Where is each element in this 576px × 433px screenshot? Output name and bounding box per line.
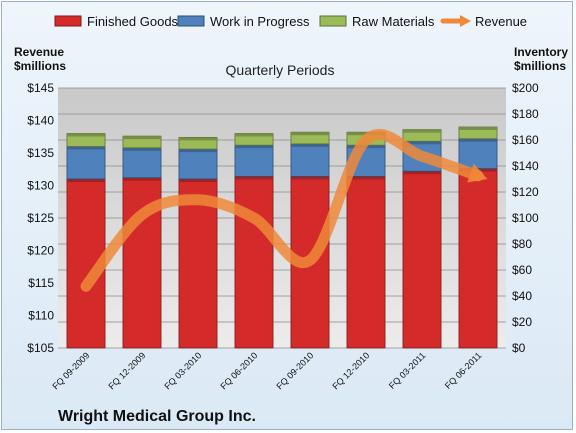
- bar-finished-goods-cap: [234, 176, 274, 180]
- x-tick-label: FQ 09-2009: [50, 350, 91, 391]
- x-tick-label: FQ 03-2010: [162, 350, 203, 391]
- bar-finished-goods-cap: [346, 176, 386, 180]
- bar-work-in-progress-cap: [402, 141, 442, 145]
- left-tick-label: $140: [27, 114, 54, 128]
- bar-work-in-progress-cap: [234, 145, 274, 149]
- bar-finished-goods: [178, 178, 218, 349]
- legend-label-work-in-progress: Work in Progress: [210, 14, 310, 29]
- bar-raw-materials-cap: [402, 129, 442, 133]
- bar-raw-materials-cap: [178, 137, 218, 141]
- bar-work-in-progress-cap: [290, 143, 330, 147]
- bar-finished-goods-cap: [66, 179, 106, 182]
- legend-label-finished-goods: Finished Goods: [87, 14, 179, 29]
- legend-label-raw-materials: Raw Materials: [352, 14, 435, 29]
- x-tick-label: FQ 03-2011: [387, 350, 428, 391]
- right-tick-label: $120: [512, 185, 539, 199]
- left-axis-label-line1: Revenue: [14, 45, 64, 59]
- bar-work-in-progress: [66, 146, 106, 180]
- right-tick-label: $160: [512, 133, 539, 147]
- revenue-line-group: [80, 128, 488, 292]
- legend: Finished Goods Work in Progress Raw Materi…: [54, 14, 527, 29]
- bar-finished-goods-cap: [122, 177, 162, 181]
- left-axis-ticks: $105 $110 $115 $120 $125 $130 $135 $140 $145: [27, 81, 54, 355]
- x-tick-label: FQ 09-2010: [274, 350, 315, 391]
- right-tick-label: $20: [512, 315, 532, 329]
- left-tick-label: $120: [27, 244, 54, 258]
- right-tick-label: $200: [512, 81, 539, 95]
- x-tick-label: FQ 06-2010: [218, 350, 259, 391]
- left-tick-label: $105: [27, 341, 54, 355]
- bar-work-in-progress: [290, 143, 330, 177]
- left-tick-label: $125: [27, 211, 54, 225]
- legend-swatch-finished-goods: [54, 15, 82, 27]
- bar-work-in-progress: [458, 138, 498, 169]
- bar-raw-materials-cap: [458, 127, 498, 130]
- right-tick-label: $60: [512, 263, 532, 277]
- bar-work-in-progress: [234, 144, 274, 177]
- right-tick-label: $100: [512, 211, 539, 225]
- right-tick-label: $140: [512, 159, 539, 173]
- bar-raw-materials-cap: [122, 136, 162, 140]
- bar-finished-goods: [234, 175, 274, 349]
- left-tick-label: $135: [27, 146, 54, 160]
- x-tick-label: FQ 12-2010: [330, 350, 371, 391]
- bar-work-in-progress-cap: [66, 146, 106, 150]
- bar-work-in-progress-cap: [178, 149, 218, 153]
- left-tick-label: $145: [27, 81, 54, 95]
- left-tick-label: $115: [28, 276, 54, 290]
- x-axis-ticks: FQ 09-2009 FQ 12-2009 FQ 03-2010 FQ 06-2010…: [50, 350, 483, 391]
- legend-swatch-work-in-progress: [177, 15, 205, 27]
- revenue-line: [80, 128, 484, 292]
- bar-finished-goods: [458, 168, 498, 349]
- chart-title: Quarterly Periods: [226, 62, 335, 78]
- bar-raw-materials-cap: [290, 132, 330, 136]
- right-tick-label: $40: [512, 289, 532, 303]
- bar-work-in-progress: [122, 147, 162, 179]
- legend-label-revenue: Revenue: [475, 14, 527, 29]
- bar-raw-materials-cap: [234, 133, 274, 137]
- x-tick-label: FQ 06-2011: [443, 350, 484, 391]
- right-tick-label: $80: [512, 237, 532, 251]
- bar-work-in-progress: [178, 148, 218, 180]
- right-axis-ticks: $0 $20 $40 $60 $80 $100 $120 $140 $160 $180 $200: [512, 81, 539, 355]
- bar-work-in-progress-cap: [458, 138, 498, 142]
- right-axis-label-line1: Inventory: [514, 45, 568, 59]
- right-tick-label: $180: [512, 107, 539, 121]
- right-axis-label-line2: $millions: [514, 59, 566, 73]
- bar-finished-goods: [346, 175, 386, 349]
- legend-arrowhead-revenue: [460, 15, 471, 27]
- x-tick-label: FQ 12-2009: [106, 350, 147, 391]
- company-name: Wright Medical Group Inc.: [58, 408, 256, 425]
- bar-raw-materials-cap: [66, 133, 106, 137]
- bar-finished-goods-cap: [402, 171, 442, 175]
- bar-work-in-progress-cap: [122, 147, 162, 151]
- bar-finished-goods: [402, 170, 442, 349]
- left-tick-label: $110: [28, 309, 54, 323]
- right-tick-label: $0: [512, 341, 526, 355]
- left-axis-label-line2: $millions: [14, 59, 66, 73]
- bar-finished-goods-cap: [290, 176, 330, 180]
- legend-swatch-raw-materials: [319, 15, 347, 27]
- bar-finished-goods-cap: [178, 179, 218, 182]
- left-tick-label: $130: [27, 179, 54, 193]
- revenue-line-arrowhead: [467, 163, 488, 183]
